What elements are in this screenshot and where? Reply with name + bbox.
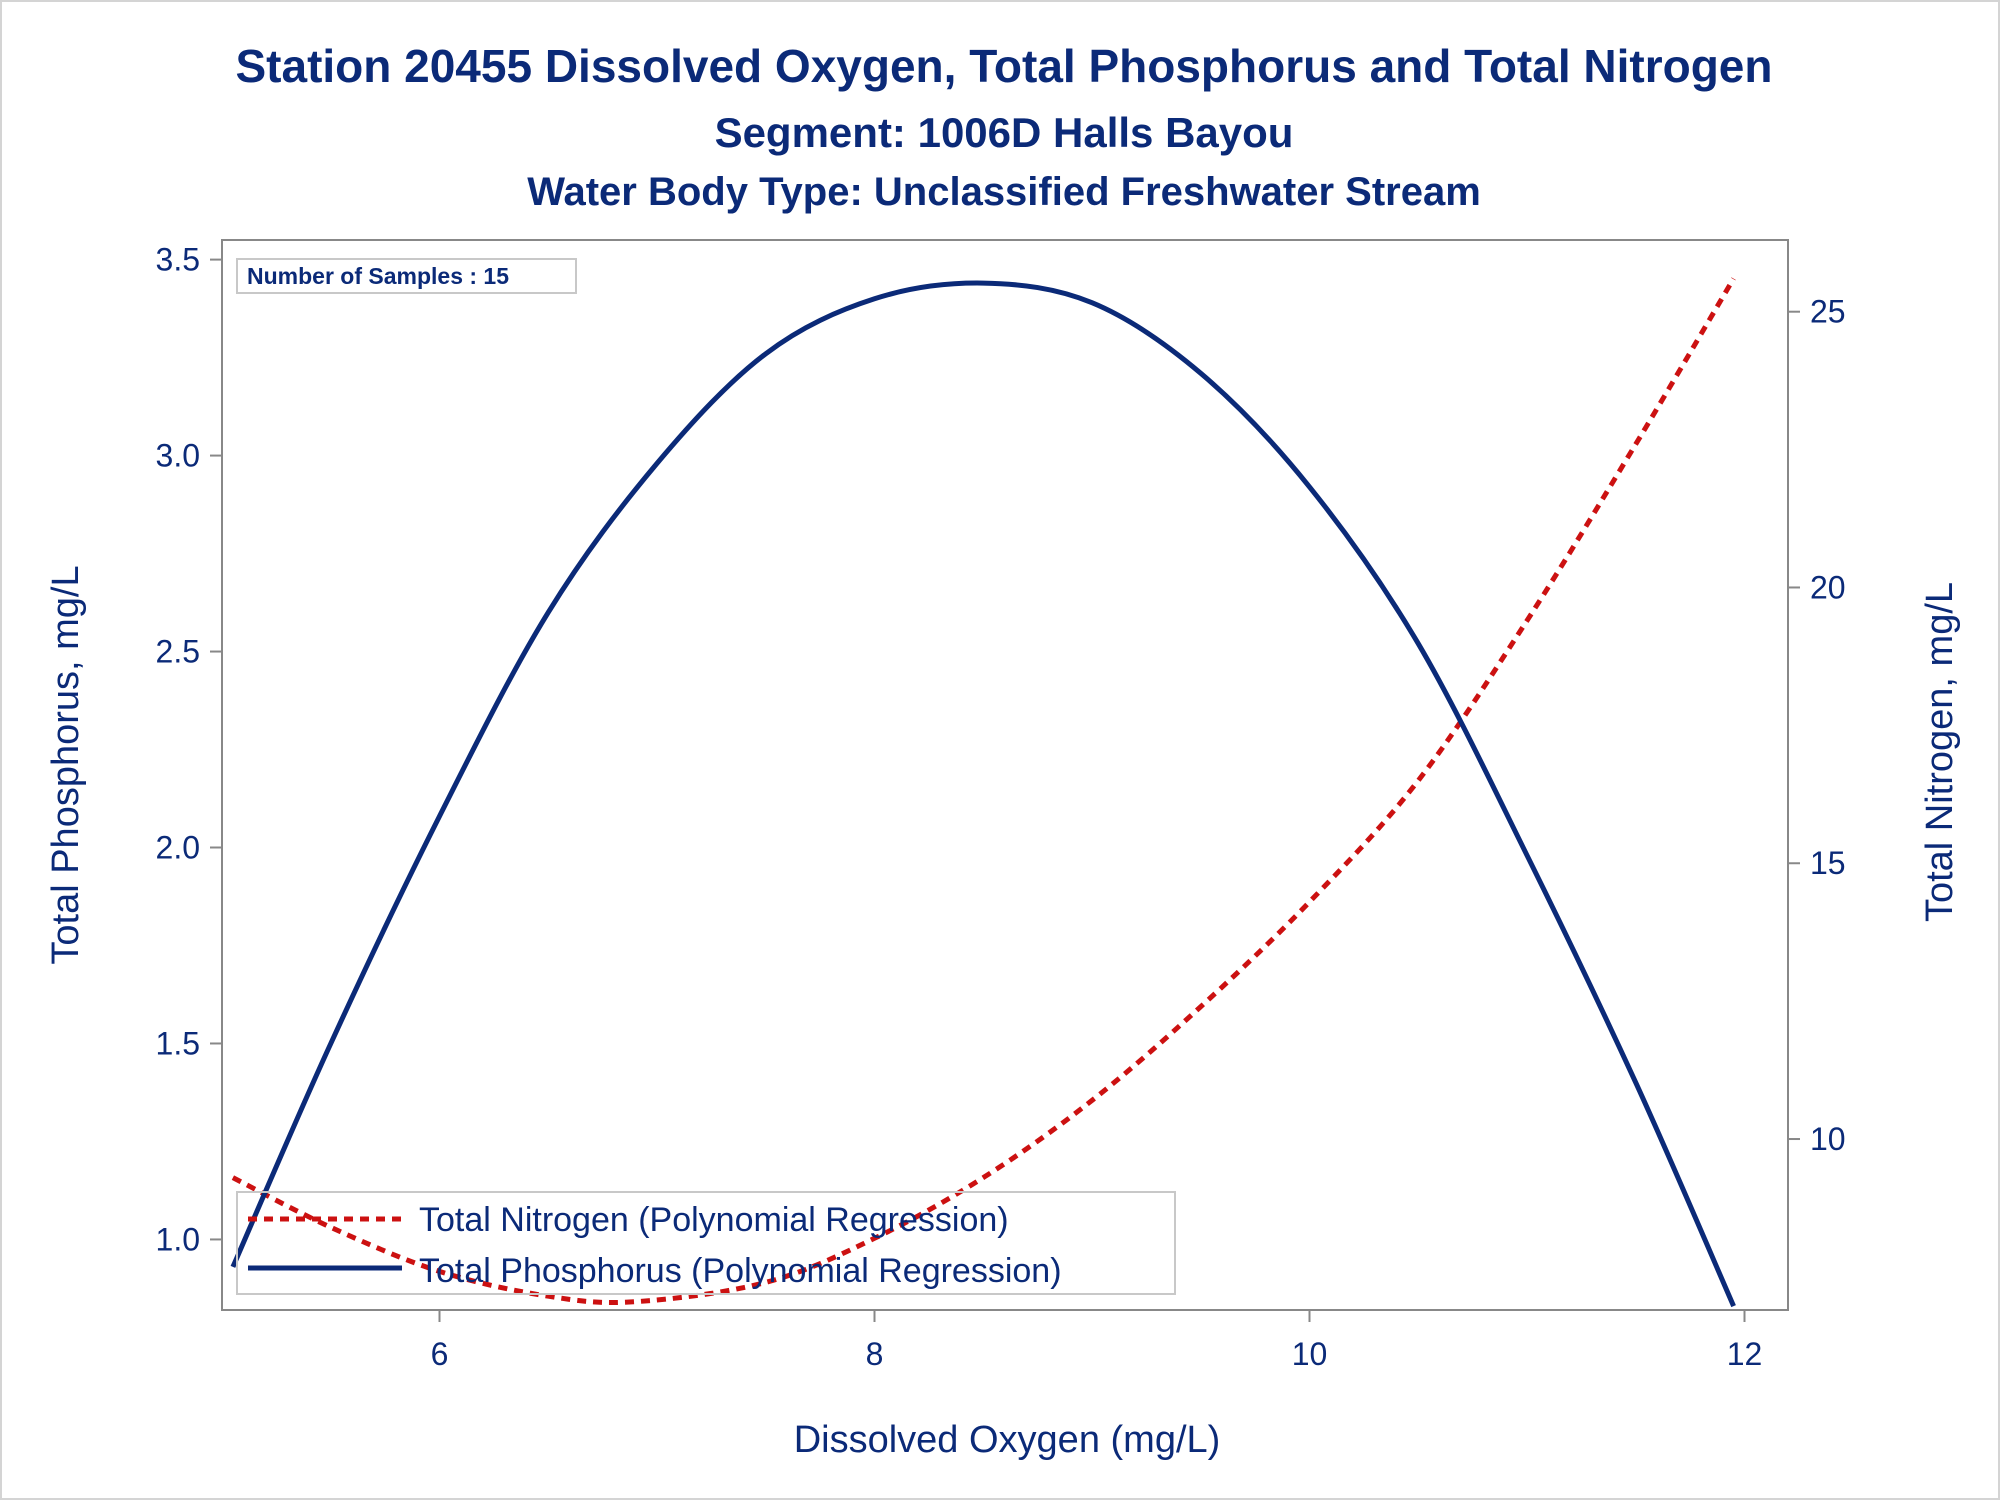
y-axis-label-right: Total Nitrogen, mg/L: [1919, 582, 1961, 922]
series-lines: [230, 277, 1736, 1308]
y-tick-label-right: 25: [1810, 294, 1846, 330]
y-tick-label-right: 10: [1810, 1121, 1846, 1157]
y-tick-label-left: 2.0: [156, 830, 200, 866]
x-tick-label: 12: [1727, 1336, 1763, 1372]
y-tick-label-left: 2.5: [156, 634, 200, 670]
y-tick-label-left: 1.0: [156, 1221, 200, 1257]
chart-subtitle: Segment: 1006D Halls Bayou: [715, 109, 1294, 156]
y-tick-label-left: 1.5: [156, 1025, 200, 1061]
y-tick-label-left: 3.0: [156, 438, 200, 474]
series-line-nitrogen: [231, 277, 1736, 1306]
inset-sample-count: Number of Samples : 15: [247, 263, 509, 289]
chart-title: Station 20455 Dissolved Oxygen, Total Ph…: [235, 40, 1772, 92]
x-axis-label: Dissolved Oxygen (mg/L): [794, 1419, 1221, 1461]
y-axis-label-left: Total Phosphorus, mg/L: [45, 565, 87, 964]
legend-label-nitrogen: Total Nitrogen (Polynomial Regression): [419, 1201, 1009, 1239]
legend-box: [236, 1191, 1176, 1295]
axis-ticks: 6 8 10 12 1.0 1.5 2.0 2.5 3.0 3.5 10 15 20 25: [156, 242, 1846, 1372]
x-tick-label: 8: [866, 1336, 884, 1372]
y-tick-label-left: 3.5: [156, 242, 200, 278]
legend-label-phosphorus: Total Phosphorus (Polynomial Regression): [419, 1252, 1062, 1290]
y-tick-label-right: 20: [1810, 569, 1846, 605]
x-tick-label: 6: [431, 1336, 449, 1372]
plot-area: [221, 239, 1789, 1311]
series-line-phosphorus: [230, 280, 1736, 1308]
chart-subtitle-2: Water Body Type: Unclassified Freshwater…: [527, 170, 1481, 214]
x-tick-label: 10: [1292, 1336, 1328, 1372]
y-tick-label-right: 15: [1810, 845, 1846, 881]
inset-box: [236, 258, 577, 294]
